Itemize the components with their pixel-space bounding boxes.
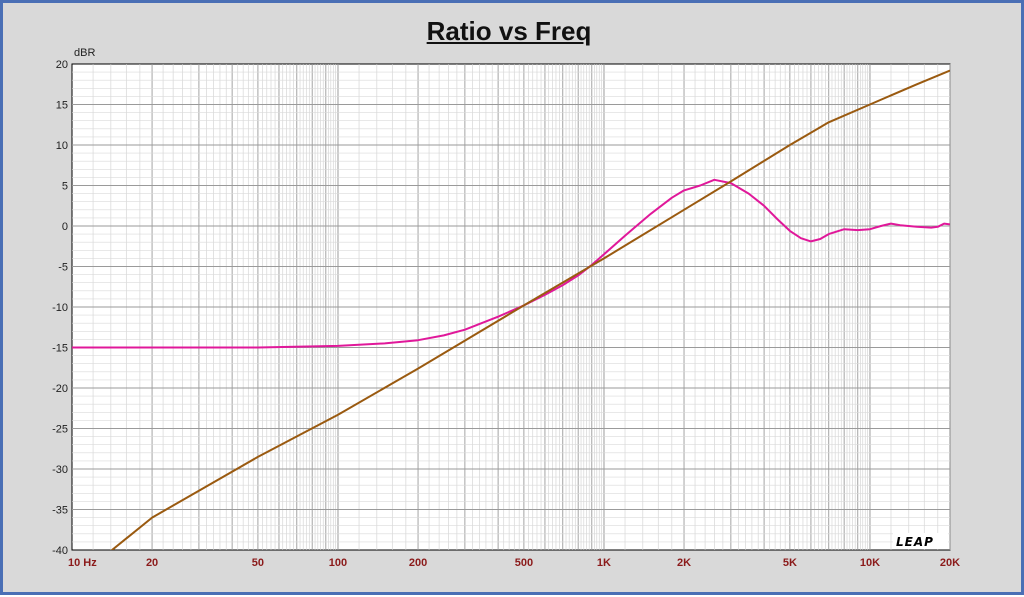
- x-tick-label: 10 Hz: [68, 557, 97, 569]
- y-tick-label: 20: [56, 59, 68, 71]
- x-tick-label: 5K: [783, 557, 797, 569]
- y-tick-label: 15: [56, 100, 68, 112]
- y-tick-label: -35: [52, 505, 68, 517]
- series-lines: [72, 69, 950, 550]
- x-tick-label: 1K: [597, 557, 611, 569]
- brand-logo: LEAP: [896, 535, 934, 549]
- x-tick-label: 10K: [860, 557, 880, 569]
- x-tick-label: 500: [515, 557, 533, 569]
- y-tick-label: 0: [62, 221, 68, 233]
- y-tick-label: -25: [52, 424, 68, 436]
- grid-lines: [72, 64, 951, 550]
- chart-title: Ratio vs Freq: [426, 16, 592, 46]
- y-tick-label: 5: [62, 181, 68, 193]
- y-tick-label: -20: [52, 383, 68, 395]
- y-tick-label: -40: [52, 545, 68, 557]
- y-tick-label: -30: [52, 464, 68, 476]
- y-tick-label: -5: [58, 262, 68, 274]
- x-tick-label: 2K: [677, 557, 691, 569]
- x-tick-label: 50: [252, 557, 264, 569]
- x-tick-label: 200: [409, 557, 427, 569]
- brand-box: [893, 533, 948, 549]
- y-tick-label: 10: [56, 140, 68, 152]
- x-tick-labels: 10 Hz 20 50 100 200 500 1K 2K 5K 10K 20K: [68, 557, 960, 569]
- x-tick-label: 20: [146, 557, 158, 569]
- x-tick-label: 20K: [940, 557, 960, 569]
- y-axis-label: dBR: [74, 47, 95, 59]
- series-line-2: [110, 69, 950, 550]
- y-tick-label: -10: [52, 302, 68, 314]
- y-tick-label: -15: [52, 343, 68, 355]
- y-tick-labels: 20 15 10 5 0 -5 -10 -15 -20 -25 -30 -35 -40: [52, 59, 68, 557]
- x-tick-label: 100: [329, 557, 347, 569]
- series-line-1: [72, 178, 950, 349]
